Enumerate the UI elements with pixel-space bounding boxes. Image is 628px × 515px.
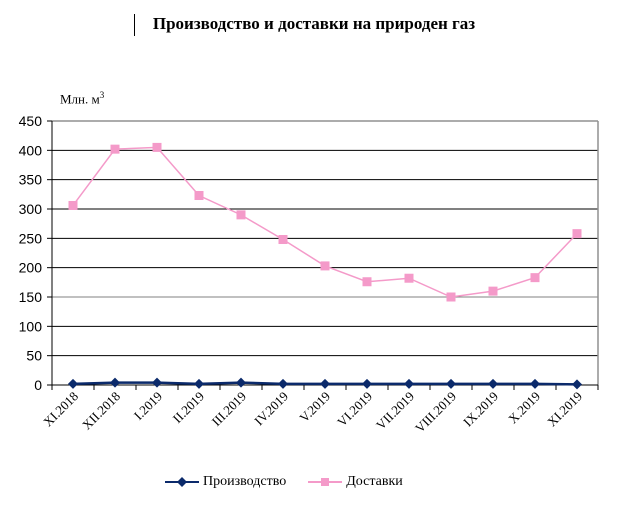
x-tick-label: II.2019	[170, 389, 207, 426]
text-cursor	[134, 14, 135, 36]
x-tick-label: VI.2019	[334, 389, 375, 430]
legend: Производство Доставки	[165, 474, 425, 490]
data-point-diamond	[404, 378, 414, 389]
chart-title: Производство и доставки на природен газ	[152, 14, 476, 33]
legend-item-production: Производство	[165, 474, 286, 490]
data-point-square	[530, 273, 540, 283]
x-tick-label: X.2019	[505, 389, 543, 427]
data-point-diamond	[194, 378, 204, 389]
data-point-square	[152, 142, 162, 152]
data-point-diamond	[362, 378, 372, 389]
y-tick-label: 200	[19, 260, 43, 276]
x-tick-label: XII.2018	[79, 389, 123, 433]
x-tick-label: VIII.2019	[412, 389, 459, 436]
diamond-marker-icon	[165, 477, 199, 487]
data-point-diamond	[530, 378, 540, 389]
data-point-square	[194, 191, 204, 201]
y-tick-label: 150	[19, 289, 43, 305]
data-point-square	[404, 273, 414, 283]
data-point-square	[236, 210, 246, 220]
y-tick-label: 50	[26, 348, 42, 364]
x-tick-label: IV.2019	[251, 389, 291, 429]
unit-superscript: 3	[99, 90, 105, 100]
legend-item-deliveries: Доставки	[308, 474, 403, 490]
x-tick-label: IX.2019	[460, 389, 501, 430]
data-point-diamond	[68, 378, 78, 389]
y-tick-label: 300	[19, 201, 43, 217]
x-tick-label: I.2019	[131, 389, 165, 423]
data-point-diamond	[152, 377, 162, 388]
y-axis-unit-label: Млн. м3	[60, 90, 104, 107]
y-tick-label: 0	[34, 377, 42, 393]
data-point-square	[446, 292, 456, 302]
unit-text: Млн. м	[60, 91, 100, 107]
y-tick-label: 350	[19, 172, 43, 188]
data-point-square	[68, 200, 78, 210]
square-marker-icon	[308, 478, 343, 486]
data-point-diamond	[572, 379, 582, 390]
data-point-square	[572, 229, 582, 239]
legend-label: Производство	[203, 474, 287, 489]
data-point-square	[488, 286, 498, 296]
data-point-square	[278, 235, 288, 245]
data-point-diamond	[446, 378, 456, 389]
data-point-diamond	[320, 378, 330, 389]
x-tick-label: XI.2019	[544, 389, 585, 430]
data-point-square	[110, 144, 120, 154]
line-chart: 0 50 100 150 200 250 300 350 400 450 XI.2018XII.20…	[19, 113, 599, 436]
data-point-diamond	[236, 377, 246, 388]
data-point-square	[320, 261, 330, 271]
data-point-diamond	[488, 378, 498, 389]
x-tick-label: V.2019	[296, 389, 333, 426]
y-tick-label: 450	[19, 113, 43, 129]
series-line-deliveries	[72, 146, 578, 298]
legend-label: Доставки	[346, 474, 403, 489]
x-tick-label: VII.2019	[373, 389, 417, 433]
x-tick-label: III.2019	[209, 389, 249, 429]
y-tick-label: 400	[19, 142, 43, 158]
y-tick-label: 100	[19, 318, 43, 334]
data-point-diamond	[110, 377, 120, 388]
data-point-diamond	[278, 378, 288, 389]
y-tick-label: 250	[19, 230, 43, 246]
data-point-square	[362, 277, 372, 287]
x-tick-label: XI.2018	[40, 389, 81, 430]
